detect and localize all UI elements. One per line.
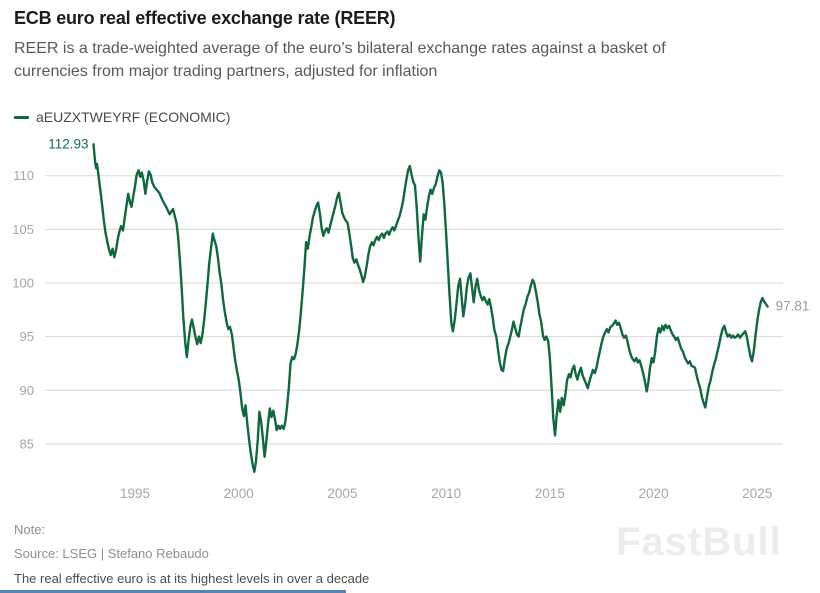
y-tick-label: 110 [13,168,34,183]
legend: aEUZXTWEYRF (ECONOMIC) [14,109,230,125]
y-tick-label: 95 [20,329,34,344]
x-tick-label: 2005 [327,486,357,501]
x-tick-label: 2000 [224,486,254,501]
legend-line-swatch [14,115,29,119]
chart-footer: Note: Source: LSEG | Stefano Rebaudo The… [14,518,369,591]
fastbull-watermark: FastBull [616,520,782,564]
x-tick-label: 2025 [742,486,772,501]
chart-subtitle: REER is a trade-weighted average of the … [14,40,666,81]
legend-series-label: aEUZXTWEYRF (ECONOMIC) [36,109,231,125]
caption-headline: The real effective euro is at its highes… [14,571,370,586]
x-tick-label: 1995 [120,486,150,501]
bottom-accent-bar [0,590,346,593]
y-tick-label: 85 [20,436,34,451]
note-label: Note: [14,522,46,537]
reer-series-line [92,143,769,473]
y-tick-label: 90 [20,383,34,398]
start-value-label: 112.93 [48,136,88,151]
x-tick-label: 2010 [431,486,461,501]
chart-title: ECB euro real effective exchange rate (R… [14,8,396,28]
chart-header: ECB euro real effective exchange rate (R… [14,8,804,83]
end-value-label: 97.81 [776,298,810,313]
y-tick-label: 100 [12,276,34,291]
x-tick-label: 2020 [638,486,668,501]
y-tick-label: 105 [12,222,34,237]
x-tick-label: 2015 [535,486,565,501]
source-line: Source: LSEG | Stefano Rebaudo [14,546,209,561]
